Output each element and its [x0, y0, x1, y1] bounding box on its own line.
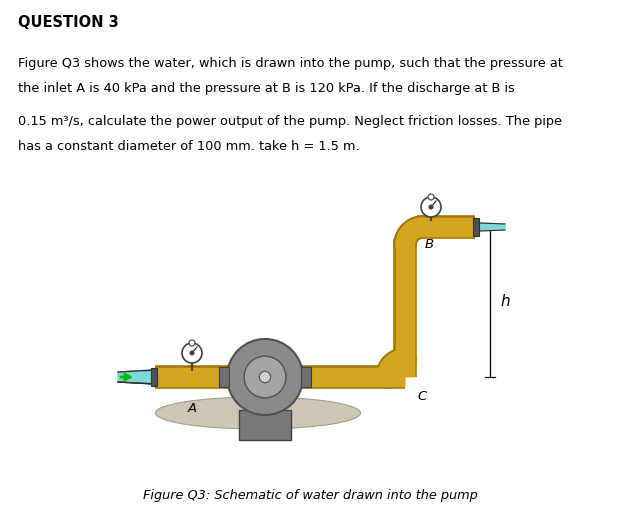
Text: QUESTION 3: QUESTION 3 — [18, 15, 119, 30]
Text: h: h — [500, 295, 510, 310]
FancyBboxPatch shape — [239, 410, 291, 440]
Circle shape — [182, 343, 202, 363]
Text: C: C — [417, 391, 426, 404]
FancyBboxPatch shape — [473, 218, 479, 236]
Circle shape — [428, 205, 433, 209]
Text: Figure Q3: Schematic of water drawn into the pump: Figure Q3: Schematic of water drawn into… — [143, 488, 478, 501]
FancyBboxPatch shape — [151, 368, 157, 386]
Polygon shape — [118, 370, 155, 384]
Text: A: A — [188, 403, 197, 415]
FancyBboxPatch shape — [301, 367, 311, 387]
FancyBboxPatch shape — [219, 367, 229, 387]
Circle shape — [421, 197, 441, 217]
Text: has a constant diameter of 100 mm. take h = 1.5 m.: has a constant diameter of 100 mm. take … — [18, 140, 360, 153]
Text: 0.15 m³/s, calculate the power output of the pump. Neglect friction losses. The : 0.15 m³/s, calculate the power output of… — [18, 115, 562, 128]
Circle shape — [227, 339, 303, 415]
Circle shape — [189, 351, 194, 355]
Circle shape — [428, 194, 434, 200]
Ellipse shape — [155, 397, 361, 429]
Text: the inlet A is 40 kPa and the pressure at B is 120 kPa. If the discharge at B is: the inlet A is 40 kPa and the pressure a… — [18, 82, 515, 95]
Polygon shape — [479, 223, 505, 231]
Circle shape — [189, 340, 195, 346]
Circle shape — [260, 371, 271, 383]
Circle shape — [244, 356, 286, 398]
Text: Figure Q3 shows the water, which is drawn into the pump, such that the pressure : Figure Q3 shows the water, which is draw… — [18, 57, 563, 70]
Text: B: B — [425, 238, 434, 251]
